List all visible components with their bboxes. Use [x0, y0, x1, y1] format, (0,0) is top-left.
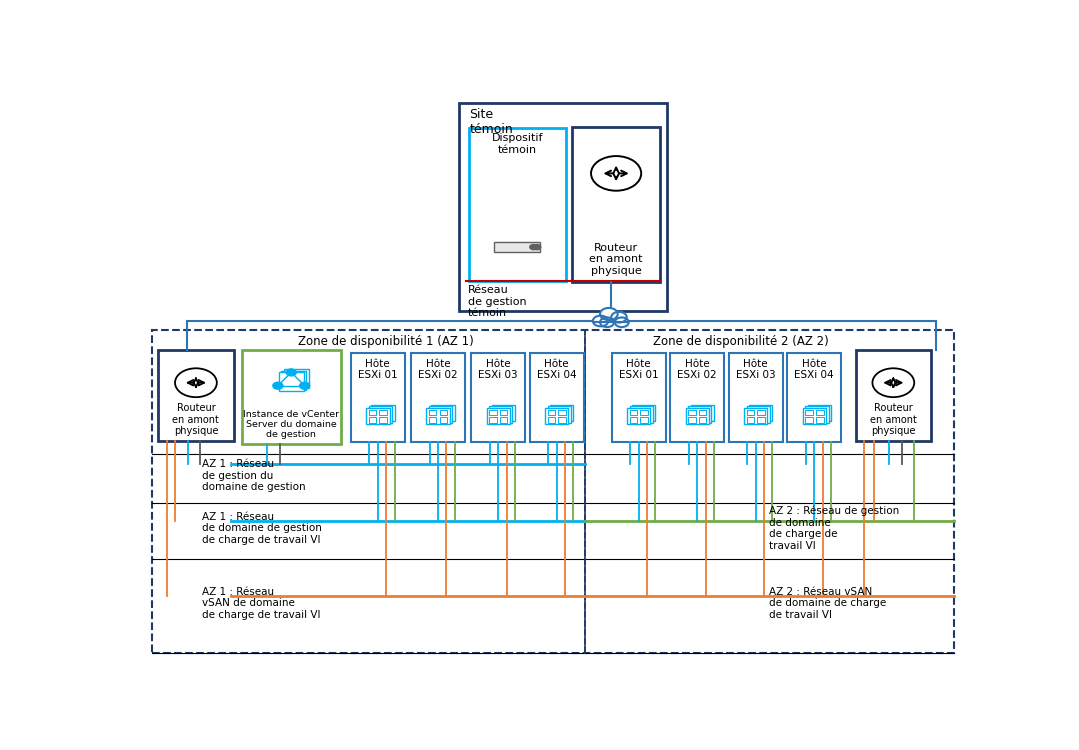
Text: Routeur
en amont
physique: Routeur en amont physique	[589, 243, 643, 276]
Text: Réseau
de gestion
témoin: Réseau de gestion témoin	[467, 285, 527, 319]
Circle shape	[533, 244, 541, 250]
Circle shape	[530, 244, 537, 250]
Circle shape	[300, 382, 310, 389]
FancyBboxPatch shape	[803, 408, 827, 424]
FancyBboxPatch shape	[670, 352, 724, 442]
Text: Hôte
ESXi 03: Hôte ESXi 03	[478, 358, 518, 380]
FancyBboxPatch shape	[369, 406, 392, 423]
Circle shape	[615, 317, 629, 327]
FancyBboxPatch shape	[632, 405, 655, 421]
FancyBboxPatch shape	[547, 406, 571, 423]
FancyBboxPatch shape	[856, 350, 931, 441]
FancyBboxPatch shape	[242, 350, 341, 444]
Circle shape	[286, 369, 297, 376]
FancyBboxPatch shape	[472, 352, 525, 442]
Circle shape	[592, 316, 609, 326]
FancyBboxPatch shape	[593, 322, 628, 327]
FancyBboxPatch shape	[428, 406, 452, 423]
FancyBboxPatch shape	[432, 405, 454, 421]
Text: AZ 2 : Réseau de gestion
de domaine
de charge de
travail VI: AZ 2 : Réseau de gestion de domaine de c…	[768, 506, 899, 551]
Text: Hôte
ESXi 01: Hôte ESXi 01	[358, 358, 397, 380]
Text: AZ 2 : Réseau vSAN
de domaine de charge
de travail VI: AZ 2 : Réseau vSAN de domaine de charge …	[768, 586, 886, 620]
FancyBboxPatch shape	[411, 352, 465, 442]
Circle shape	[600, 308, 617, 320]
FancyBboxPatch shape	[284, 369, 309, 388]
Text: Hôte
ESXi 03: Hôte ESXi 03	[736, 358, 776, 380]
FancyBboxPatch shape	[805, 406, 829, 423]
Circle shape	[273, 382, 283, 389]
Text: Hôte
ESXi 01: Hôte ESXi 01	[619, 358, 658, 380]
FancyBboxPatch shape	[469, 128, 565, 280]
Text: Hôte
ESXi 04: Hôte ESXi 04	[794, 358, 834, 380]
FancyBboxPatch shape	[747, 406, 770, 423]
Text: AZ 1 : Réseau
vSAN de domaine
de charge de travail VI: AZ 1 : Réseau vSAN de domaine de charge …	[202, 586, 320, 620]
FancyBboxPatch shape	[282, 370, 306, 390]
Text: AZ 1 : Réseau
de gestion du
domaine de gestion: AZ 1 : Réseau de gestion du domaine de g…	[202, 459, 305, 492]
FancyBboxPatch shape	[728, 352, 783, 442]
FancyBboxPatch shape	[460, 103, 667, 310]
FancyBboxPatch shape	[572, 127, 660, 282]
Text: Hôte
ESXi 02: Hôte ESXi 02	[419, 358, 457, 380]
Text: Routeur
en amont
physique: Routeur en amont physique	[870, 404, 917, 436]
FancyBboxPatch shape	[278, 373, 304, 392]
Text: Hôte
ESXi 02: Hôte ESXi 02	[678, 358, 718, 380]
Circle shape	[611, 312, 627, 322]
Text: Dispositif
témoin: Dispositif témoin	[492, 134, 543, 155]
FancyBboxPatch shape	[691, 405, 714, 421]
FancyBboxPatch shape	[612, 352, 666, 442]
FancyBboxPatch shape	[494, 242, 541, 252]
FancyBboxPatch shape	[159, 350, 233, 441]
FancyBboxPatch shape	[366, 408, 390, 424]
FancyBboxPatch shape	[629, 406, 653, 423]
FancyBboxPatch shape	[745, 408, 767, 424]
FancyBboxPatch shape	[788, 352, 842, 442]
Text: AZ 1 : Réseau
de domaine de gestion
de charge de travail VI: AZ 1 : Réseau de domaine de gestion de c…	[202, 512, 322, 545]
Text: Instance de vCenter
Server du domaine
de gestion: Instance de vCenter Server du domaine de…	[243, 410, 339, 440]
Text: Site
témoin: Site témoin	[469, 109, 514, 136]
Text: Zone de disponibilité 2 (AZ 2): Zone de disponibilité 2 (AZ 2)	[654, 335, 829, 349]
Circle shape	[600, 317, 614, 327]
FancyBboxPatch shape	[550, 405, 573, 421]
FancyBboxPatch shape	[351, 352, 405, 442]
FancyBboxPatch shape	[688, 406, 711, 423]
FancyBboxPatch shape	[489, 406, 513, 423]
Text: Routeur
en amont
physique: Routeur en amont physique	[173, 404, 219, 436]
FancyBboxPatch shape	[492, 405, 515, 421]
FancyBboxPatch shape	[627, 408, 651, 424]
FancyBboxPatch shape	[426, 408, 450, 424]
FancyBboxPatch shape	[749, 405, 773, 421]
FancyBboxPatch shape	[807, 405, 831, 421]
FancyBboxPatch shape	[545, 408, 569, 424]
FancyBboxPatch shape	[530, 352, 584, 442]
FancyBboxPatch shape	[371, 405, 395, 421]
Text: Hôte
ESXi 04: Hôte ESXi 04	[537, 358, 576, 380]
Text: Zone de disponibilité 1 (AZ 1): Zone de disponibilité 1 (AZ 1)	[298, 335, 474, 349]
FancyBboxPatch shape	[487, 408, 510, 424]
FancyBboxPatch shape	[685, 408, 709, 424]
